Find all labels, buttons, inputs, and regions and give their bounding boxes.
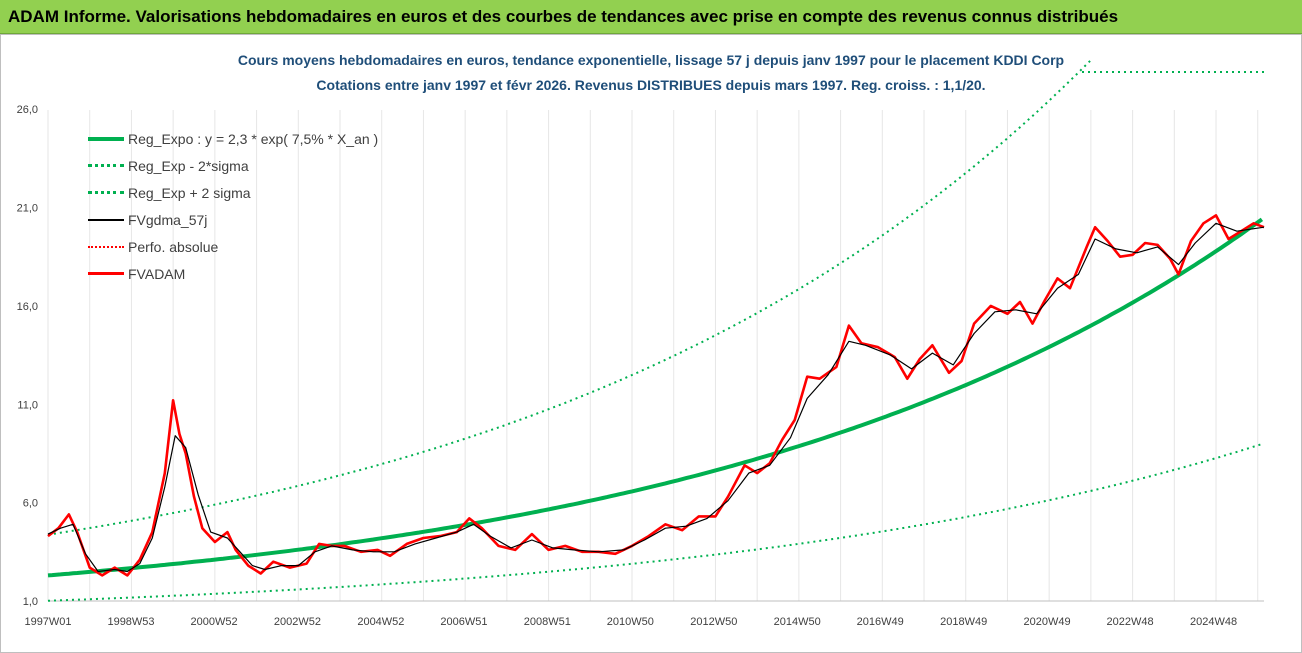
legend-item-reg-expo: Reg_Expo : y = 2,3 * exp( 7,5% * X_an ) — [88, 125, 378, 152]
chart-title-line-2: Cotations entre janv 1997 et févr 2026. … — [316, 77, 986, 93]
x-tick-label: 2008W51 — [524, 616, 571, 628]
x-tick-label: 2006W51 — [440, 616, 487, 628]
y-tick-label: 6,0 — [23, 498, 38, 510]
chart-series — [47, 59, 1265, 602]
legend-swatch — [88, 218, 124, 221]
chart-title-line-1: Cours moyens hebdomadaires en euros, ten… — [237, 52, 1065, 68]
x-tick-label: 2004W52 — [357, 616, 404, 628]
legend-label: Reg_Exp + 2 sigma — [128, 184, 251, 201]
legend-label: Reg_Expo : y = 2,3 * exp( 7,5% * X_an ) — [128, 130, 379, 147]
x-tick-label: 2014W50 — [774, 616, 821, 628]
page-title: ADAM Informe. Valorisations hebdomadaire… — [0, 0, 1302, 34]
chart-gridlines — [47, 110, 1259, 601]
series-reg-exp-minus-2sigma — [47, 443, 1263, 602]
x-tick-label: 2018W49 — [940, 616, 987, 628]
x-tick-label: 2016W49 — [857, 616, 904, 628]
y-tick-label: 26,0 — [17, 104, 38, 116]
legend-swatch — [88, 245, 124, 248]
legend-label: Reg_Exp - 2*sigma — [128, 157, 249, 174]
legend-item-reg-exp-plus: Reg_Exp + 2 sigma — [88, 179, 378, 206]
x-tick-label: 2020W49 — [1024, 616, 1071, 628]
legend-swatch — [88, 136, 124, 141]
y-tick-label: 16,0 — [17, 301, 38, 313]
legend-item-reg-exp-minus: Reg_Exp - 2*sigma — [88, 152, 378, 179]
x-tick-label: 1998W53 — [107, 616, 154, 628]
series-fvadam — [47, 214, 1265, 577]
x-tick-label: 2024W48 — [1190, 616, 1237, 628]
x-tick-label: 1997W01 — [24, 616, 71, 628]
legend-label: Perfo. absolue — [128, 238, 219, 255]
y-tick-label: 21,0 — [17, 203, 38, 215]
x-tick-label: 2000W52 — [190, 616, 237, 628]
x-tick-label: 2010W50 — [607, 616, 654, 628]
x-tick-label: 2022W48 — [1107, 616, 1154, 628]
y-tick-label: 11,0 — [17, 399, 38, 411]
legend-label: FVADAM — [128, 265, 186, 282]
x-tick-label: 2002W52 — [274, 616, 321, 628]
legend-item-fvadam: FVADAM — [88, 260, 378, 287]
x-tick-label: 2012W50 — [690, 616, 737, 628]
legend-item-fvgdma: FVgdma_57j — [88, 206, 378, 233]
y-tick-label: 1,0 — [23, 596, 38, 608]
x-axis: 1997W01 1998W53 2000W52 2002W52 2004W52 2006W… — [24, 600, 1264, 628]
legend-item-perfo-absolue: Perfo. absolue — [88, 233, 378, 260]
series-reg-exp-plus-2sigma — [47, 59, 1092, 536]
chart-legend: Reg_Expo : y = 2,3 * exp( 7,5% * X_an ) … — [88, 125, 378, 287]
series-reg-expo — [47, 217, 1264, 578]
legend-swatch — [88, 191, 124, 194]
legend-label: FVgdma_57j — [128, 211, 208, 228]
y-axis: 1,0 6,0 11,0 16,0 21,0 26,0 — [17, 104, 38, 608]
legend-swatch — [88, 272, 124, 275]
legend-swatch — [88, 164, 124, 167]
series-fvgdma-57j — [47, 222, 1265, 573]
